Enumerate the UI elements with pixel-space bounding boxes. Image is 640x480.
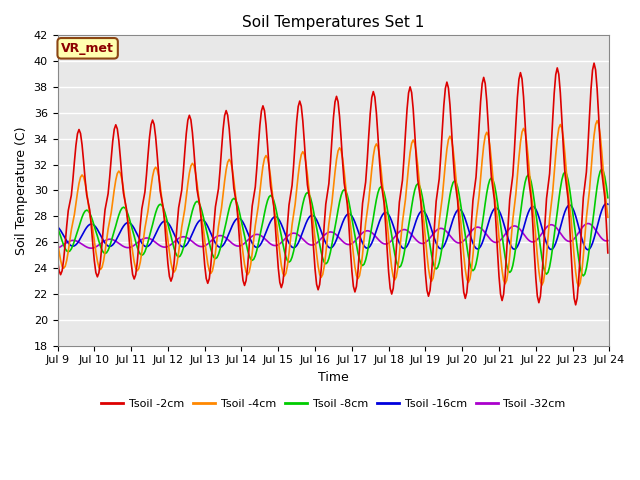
Tsoil -4cm bbox=[236, 223, 244, 229]
X-axis label: Time: Time bbox=[318, 371, 349, 384]
Tsoil -32cm bbox=[88, 245, 95, 251]
Tsoil -4cm bbox=[218, 205, 225, 211]
Tsoil -2cm bbox=[575, 276, 582, 282]
Tsoil -8cm bbox=[54, 225, 61, 230]
Line: Tsoil -32cm: Tsoil -32cm bbox=[58, 224, 608, 248]
Tsoil -4cm bbox=[604, 215, 612, 220]
Tsoil -16cm bbox=[602, 201, 610, 206]
Tsoil -4cm bbox=[294, 172, 302, 178]
Tsoil -16cm bbox=[121, 221, 129, 227]
Tsoil -2cm bbox=[121, 198, 129, 204]
Tsoil -8cm bbox=[294, 225, 302, 231]
Tsoil -2cm bbox=[236, 244, 244, 250]
Tsoil -2cm bbox=[572, 302, 579, 308]
Tsoil -4cm bbox=[573, 280, 581, 286]
Tsoil -32cm bbox=[296, 233, 303, 239]
Tsoil -32cm bbox=[123, 245, 131, 251]
Tsoil -32cm bbox=[237, 242, 245, 248]
Tsoil -8cm bbox=[604, 195, 612, 201]
Tsoil -2cm bbox=[590, 60, 598, 66]
Tsoil -2cm bbox=[604, 250, 612, 256]
Tsoil -4cm bbox=[593, 118, 601, 123]
Tsoil -8cm bbox=[218, 240, 225, 246]
Tsoil -16cm bbox=[573, 218, 581, 224]
Tsoil -32cm bbox=[584, 221, 592, 227]
Tsoil -16cm bbox=[236, 216, 244, 221]
Legend: Tsoil -2cm, Tsoil -4cm, Tsoil -8cm, Tsoil -16cm, Tsoil -32cm: Tsoil -2cm, Tsoil -4cm, Tsoil -8cm, Tsoi… bbox=[97, 395, 570, 413]
Tsoil -4cm bbox=[575, 284, 582, 289]
Tsoil -8cm bbox=[579, 273, 587, 279]
Text: VR_met: VR_met bbox=[61, 42, 114, 55]
Line: Tsoil -16cm: Tsoil -16cm bbox=[58, 204, 608, 250]
Tsoil -16cm bbox=[245, 234, 253, 240]
Tsoil -4cm bbox=[121, 198, 129, 204]
Line: Tsoil -8cm: Tsoil -8cm bbox=[58, 169, 608, 276]
Tsoil -2cm bbox=[218, 146, 225, 152]
Tsoil -4cm bbox=[54, 238, 61, 244]
Tsoil -32cm bbox=[220, 233, 227, 239]
Tsoil -8cm bbox=[236, 212, 244, 217]
Tsoil -16cm bbox=[294, 240, 302, 246]
Tsoil -8cm bbox=[245, 252, 253, 258]
Tsoil -16cm bbox=[584, 247, 592, 252]
Line: Tsoil -4cm: Tsoil -4cm bbox=[58, 120, 608, 287]
Tsoil -16cm bbox=[54, 224, 61, 229]
Tsoil -32cm bbox=[54, 245, 61, 251]
Tsoil -16cm bbox=[218, 244, 225, 250]
Tsoil -32cm bbox=[575, 230, 582, 236]
Tsoil -2cm bbox=[245, 244, 253, 250]
Tsoil -32cm bbox=[604, 238, 612, 243]
Tsoil -16cm bbox=[604, 202, 612, 207]
Y-axis label: Soil Temperature (C): Soil Temperature (C) bbox=[15, 126, 28, 255]
Tsoil -2cm bbox=[54, 256, 61, 262]
Title: Soil Temperatures Set 1: Soil Temperatures Set 1 bbox=[243, 15, 424, 30]
Tsoil -4cm bbox=[245, 269, 253, 275]
Tsoil -32cm bbox=[247, 235, 255, 240]
Line: Tsoil -2cm: Tsoil -2cm bbox=[58, 63, 608, 305]
Tsoil -8cm bbox=[598, 166, 605, 172]
Tsoil -8cm bbox=[121, 205, 129, 211]
Tsoil -8cm bbox=[573, 245, 581, 251]
Tsoil -2cm bbox=[294, 104, 302, 109]
